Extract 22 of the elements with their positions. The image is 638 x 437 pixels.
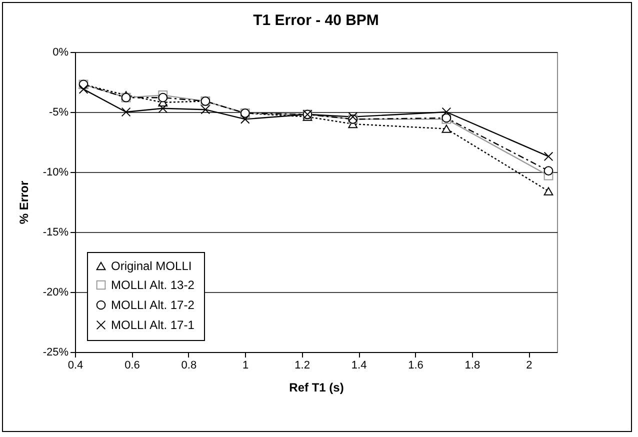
x-tick-label: 1 bbox=[242, 360, 249, 372]
x-tick-label: 2 bbox=[526, 360, 532, 372]
x-tick-label: 1.4 bbox=[351, 360, 367, 372]
x-tick-label: 0.6 bbox=[124, 360, 140, 372]
y-tick-label: -25% bbox=[42, 346, 69, 358]
x-tick-label: 1.6 bbox=[408, 360, 424, 372]
x-axis-title: Ref T1 (s) bbox=[289, 380, 344, 394]
legend-label: MOLLI Alt. 17-1 bbox=[111, 318, 195, 332]
y-tick-label: -10% bbox=[42, 166, 69, 178]
x-tick-label: 0.4 bbox=[68, 360, 84, 372]
chart-title: T1 Error - 40 BPM bbox=[253, 12, 379, 29]
x-tick-label: 1.8 bbox=[464, 360, 480, 372]
x-tick-label: 1.2 bbox=[294, 360, 310, 372]
legend-label: MOLLI Alt. 13-2 bbox=[111, 278, 195, 292]
y-tick-label: -5% bbox=[48, 106, 69, 118]
y-tick-label: -20% bbox=[42, 286, 69, 298]
y-tick-label: -15% bbox=[42, 226, 69, 238]
y-tick-label: 0% bbox=[52, 46, 69, 58]
y-axis-title: % Error bbox=[16, 180, 31, 224]
legend-label: MOLLI Alt. 17-2 bbox=[111, 298, 195, 312]
x-tick-label: 0.8 bbox=[181, 360, 197, 372]
legend-label: Original MOLLI bbox=[111, 259, 192, 273]
